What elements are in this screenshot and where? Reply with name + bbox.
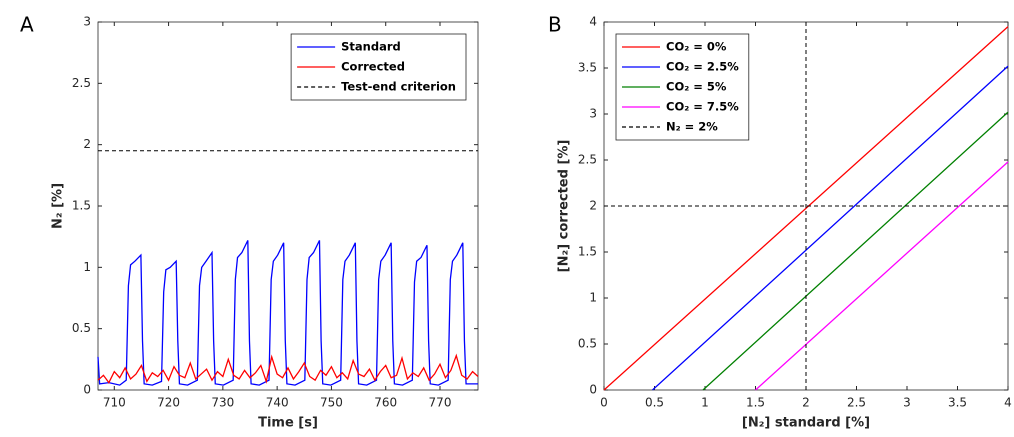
y-tick-label: 2 xyxy=(589,199,597,213)
x-tick-label: 3 xyxy=(903,396,911,410)
series-line xyxy=(97,240,478,386)
x-axis-label: [N₂] standard [%] xyxy=(742,416,870,431)
legend-label: CO₂ = 2.5% xyxy=(666,60,739,74)
legend-label: Standard xyxy=(341,40,401,54)
y-axis-label: [N₂] corrected [%] xyxy=(557,140,572,273)
y-tick-label: 1 xyxy=(83,260,91,274)
y-tick-label: 0.5 xyxy=(72,321,91,335)
series-line xyxy=(755,161,1009,391)
x-tick-label: 770 xyxy=(429,396,452,410)
x-tick-label: 710 xyxy=(103,396,126,410)
legend-label: Test-end criterion xyxy=(341,80,456,94)
x-tick-label: 1 xyxy=(701,396,709,410)
y-tick-label: 3.5 xyxy=(578,61,597,75)
y-tick-label: 0 xyxy=(83,383,91,397)
y-tick-label: 0.5 xyxy=(578,337,597,351)
y-tick-label: 2 xyxy=(83,137,91,151)
x-tick-label: 730 xyxy=(211,396,234,410)
y-axis-label: N₂ [%] xyxy=(51,183,66,229)
y-tick-label: 2.5 xyxy=(72,76,91,90)
legend-label: N₂ = 2% xyxy=(666,120,718,134)
y-tick-label: 2.5 xyxy=(578,153,597,167)
x-tick-label: 4 xyxy=(1004,396,1012,410)
panel-label: A xyxy=(20,13,34,37)
legend: Standard Corrected Test-end criterion xyxy=(290,33,467,101)
panel-label: B xyxy=(548,13,562,37)
x-tick-label: 2 xyxy=(802,396,810,410)
x-tick-label: 2.5 xyxy=(847,396,866,410)
legend-label: CO₂ = 7.5% xyxy=(666,100,739,114)
series-line xyxy=(97,353,479,384)
x-tick-label: 0.5 xyxy=(645,396,664,410)
plot-frame xyxy=(97,21,479,391)
x-tick-label: 0 xyxy=(600,396,608,410)
x-tick-label: 760 xyxy=(374,396,397,410)
x-tick-label: 750 xyxy=(320,396,343,410)
y-tick-label: 1.5 xyxy=(72,199,91,213)
y-tick-label: 4 xyxy=(589,15,597,29)
y-tick-label: 1 xyxy=(589,291,597,305)
legend-label: CO₂ = 5% xyxy=(666,80,727,94)
y-tick-label: 0 xyxy=(589,383,597,397)
x-tick-label: 720 xyxy=(157,396,180,410)
series-line xyxy=(652,65,1009,391)
legend-label: CO₂ = 0% xyxy=(666,40,727,54)
series-line xyxy=(603,26,1009,391)
series-line xyxy=(604,22,1008,390)
legend: CO₂ = 0% CO₂ = 2.5% CO₂ = 5% CO₂ = 7.5% N₂ =… xyxy=(615,33,750,141)
x-axis-label: Time [s] xyxy=(258,416,318,431)
x-tick-label: 3.5 xyxy=(948,396,967,410)
y-tick-label: 3 xyxy=(589,107,597,121)
x-tick-label: 1.5 xyxy=(746,396,765,410)
y-tick-label: 3 xyxy=(83,15,91,29)
legend-label: Corrected xyxy=(341,60,405,74)
x-tick-label: 740 xyxy=(266,396,289,410)
y-tick-label: 1.5 xyxy=(578,245,597,259)
series-line xyxy=(702,111,1009,391)
